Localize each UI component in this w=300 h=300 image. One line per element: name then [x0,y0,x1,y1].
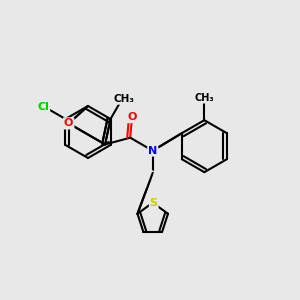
Text: O: O [127,112,136,122]
Text: S: S [150,198,158,208]
Text: CH₃: CH₃ [194,93,214,103]
Text: CH₃: CH₃ [113,94,134,104]
Text: O: O [64,118,74,128]
Text: Cl: Cl [38,102,49,112]
Text: O: O [64,118,74,128]
Text: N: N [148,146,158,156]
